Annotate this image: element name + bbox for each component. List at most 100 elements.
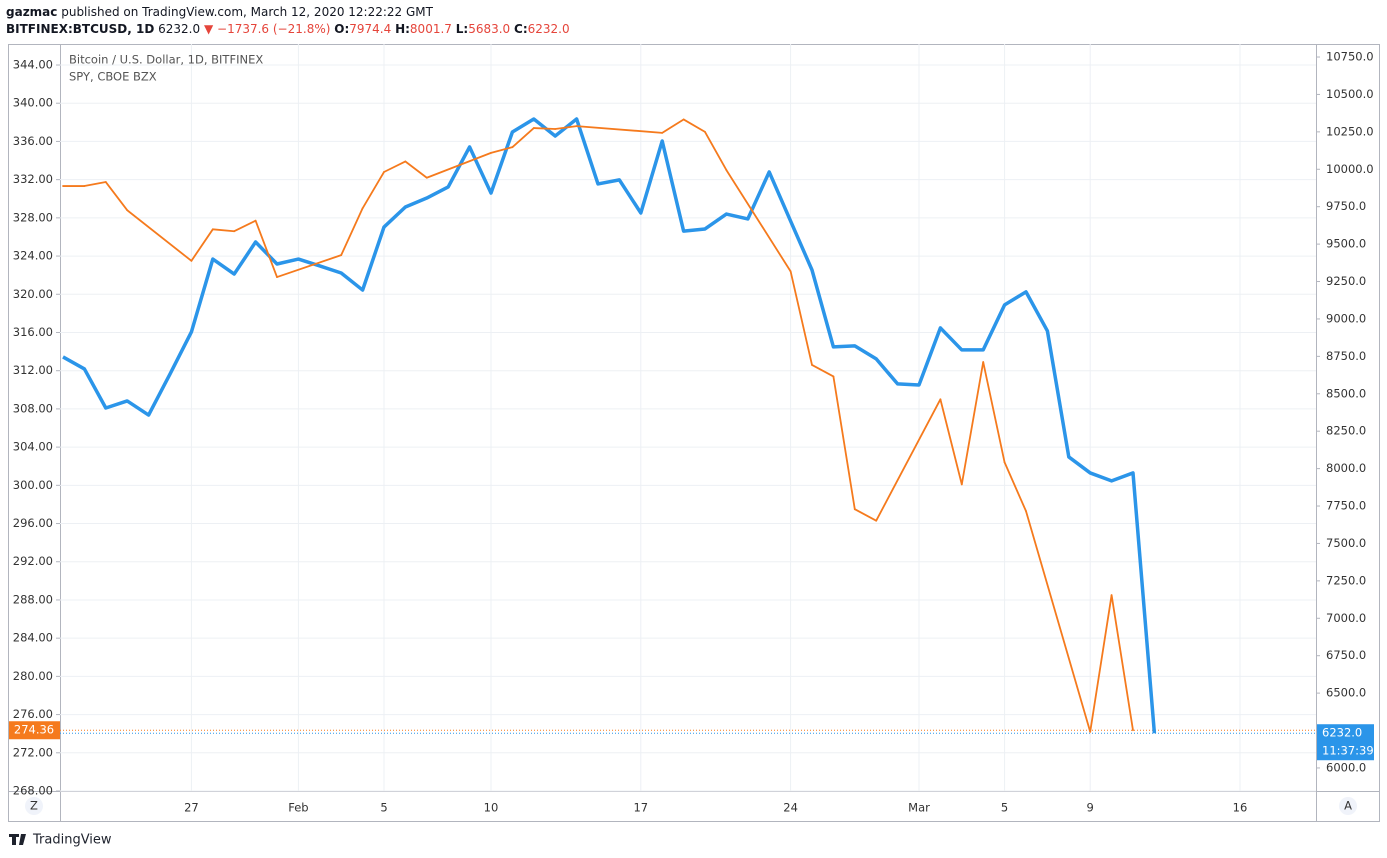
brand: TradingView xyxy=(32,833,112,848)
legend-entry: SPY, CBOE BZX xyxy=(69,70,157,84)
line-segment xyxy=(832,375,856,511)
x-tick-label: 24 xyxy=(783,801,798,815)
line-segment xyxy=(190,228,214,262)
y2-tick-label: 6000.0 xyxy=(1326,760,1366,774)
line-segment xyxy=(211,228,236,233)
right-button[interactable]: A xyxy=(1344,799,1352,813)
y2-tick-label: 6750.0 xyxy=(1326,648,1366,662)
line-segment xyxy=(383,160,407,173)
x-tick-label: Mar xyxy=(908,801,930,815)
line-segment xyxy=(340,207,364,257)
y-tick-label: 272.00 xyxy=(13,745,53,759)
y-tick-label: 328.00 xyxy=(13,210,53,224)
line-segment xyxy=(425,151,492,179)
y2-tick-label: 10500.0 xyxy=(1326,87,1374,101)
published: published on TradingView.com, March 12, … xyxy=(61,5,433,19)
y2-tick-label: 9000.0 xyxy=(1326,311,1366,325)
y-tick-label: 320.00 xyxy=(13,287,53,301)
y2-tick-label: 8750.0 xyxy=(1326,349,1366,363)
y2-tick-label: 9250.0 xyxy=(1326,274,1366,288)
line-segment xyxy=(1003,461,1027,513)
line-segment xyxy=(853,508,878,522)
user: gazmac xyxy=(6,5,57,19)
x-tick-label: 9 xyxy=(1087,801,1094,815)
ohlc-value: 5683.0 xyxy=(468,22,510,36)
price-tag-label: 274.36 xyxy=(14,723,54,737)
y-tick-label: 308.00 xyxy=(13,401,53,415)
y-tick-label: 336.00 xyxy=(13,134,53,148)
line-segment xyxy=(939,398,963,486)
countdown: 11:37:39 xyxy=(1322,744,1374,758)
y2-tick-label: 7750.0 xyxy=(1326,499,1366,513)
line-segment xyxy=(575,125,664,134)
line-segment xyxy=(1089,594,1113,733)
y-tick-label: 288.00 xyxy=(13,592,53,606)
line-segment xyxy=(276,254,343,278)
x-tick-label: 5 xyxy=(1001,801,1008,815)
line-segment xyxy=(811,364,835,378)
y-tick-label: 296.00 xyxy=(13,516,53,530)
line-segment xyxy=(1110,594,1134,732)
change-arrow: ▼ xyxy=(204,22,214,36)
line-segment xyxy=(554,125,578,130)
x-tick-label: Feb xyxy=(288,801,308,815)
line-segment xyxy=(126,209,193,262)
grid xyxy=(60,44,1316,792)
x-tick-label: 17 xyxy=(633,801,648,815)
y-tick-label: 344.00 xyxy=(13,58,53,72)
ohlc-label: H: xyxy=(395,22,410,36)
line-segment xyxy=(789,270,813,366)
legend-entry: Bitcoin / U.S. Dollar, 1D, BITFINEX xyxy=(69,53,263,67)
y-tick-label: 300.00 xyxy=(13,478,53,492)
y-tick-label: 340.00 xyxy=(13,96,53,110)
y-tick-label: 324.00 xyxy=(13,249,53,263)
line-segment xyxy=(532,127,557,130)
line-segment xyxy=(254,219,278,278)
line-segment xyxy=(233,219,257,233)
ohlc-label: O: xyxy=(334,22,349,36)
ohlc-label: L: xyxy=(456,22,468,36)
y-tick-label: 292.00 xyxy=(13,554,53,568)
button-bg[interactable] xyxy=(1339,797,1357,815)
logo xyxy=(9,834,26,845)
symbol-line: BITFINEX:BTCUSD, 1D 6232.0 ▼ −1737.6 (−2… xyxy=(6,22,570,36)
ohlc-value: 6232.0 xyxy=(528,22,570,36)
y2-tick-label: 7500.0 xyxy=(1326,536,1366,550)
y2-tick-label: 7000.0 xyxy=(1326,611,1366,625)
button-bg[interactable] xyxy=(25,797,43,815)
y-tick-label: 276.00 xyxy=(13,707,53,721)
x-tick-label: 27 xyxy=(184,801,199,815)
y2-tick-label: 8000.0 xyxy=(1326,461,1366,475)
x-tick-label: 16 xyxy=(1233,801,1248,815)
y-tick-label: 304.00 xyxy=(13,440,53,454)
y2-tick-label: 8500.0 xyxy=(1326,386,1366,400)
line-segment xyxy=(704,130,728,171)
y2-tick-label: 10750.0 xyxy=(1326,50,1374,64)
y2-tick-label: 9750.0 xyxy=(1326,199,1366,213)
y-tick-label: 312.00 xyxy=(13,363,53,377)
line-segment xyxy=(404,160,428,179)
line-segment xyxy=(960,361,985,486)
price-tag xyxy=(1317,724,1374,761)
y2-tick-label: 6500.0 xyxy=(1326,686,1366,700)
line-segment xyxy=(490,146,514,154)
line-segment xyxy=(875,398,942,522)
y2-tick-label: 10000.0 xyxy=(1326,162,1374,176)
y2-tick-label: 10250.0 xyxy=(1326,124,1374,138)
y-tick-label: 284.00 xyxy=(13,631,53,645)
y-tick-label: 280.00 xyxy=(13,669,53,683)
line-segment xyxy=(104,181,129,212)
line-segment xyxy=(1025,510,1092,733)
x-tick-label: 5 xyxy=(380,801,387,815)
ohlc-value: 8001.7 xyxy=(410,22,452,36)
line-segment xyxy=(511,127,535,149)
header: gazmac published on TradingView.com, Mar… xyxy=(6,5,434,19)
x-tick-label: 10 xyxy=(484,801,499,815)
line-segment xyxy=(725,169,792,273)
y2-tick-label: 7250.0 xyxy=(1326,573,1366,587)
y2-tick-label: 8250.0 xyxy=(1326,424,1366,438)
line-segment xyxy=(982,361,1006,464)
left-button[interactable]: Z xyxy=(30,799,38,813)
symbol: BITFINEX:BTCUSD, 1D xyxy=(6,22,154,36)
